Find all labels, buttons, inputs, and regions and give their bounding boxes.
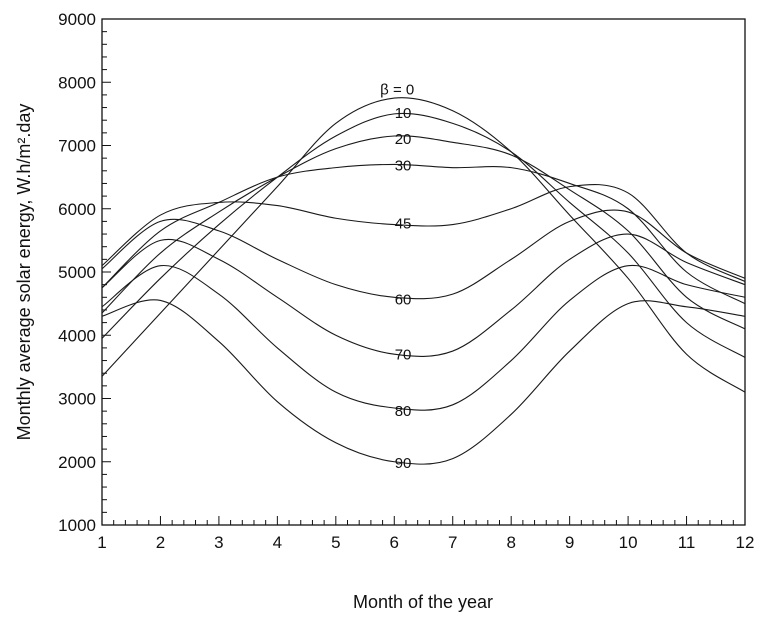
x-axis-title: Month of the year (353, 592, 493, 612)
series-line (101, 163, 746, 305)
series-line (101, 112, 746, 358)
series-label: 70 (395, 347, 412, 364)
y-tick-label: 7000 (58, 137, 96, 156)
y-tick-label: 1000 (58, 516, 96, 535)
x-tick-label: 2 (156, 533, 165, 552)
series-label: 90 (395, 455, 412, 472)
series-label: 30 (395, 157, 412, 174)
series-label: 45 (395, 216, 412, 233)
x-tick-label: 8 (506, 533, 515, 552)
y-tick-label: 9000 (58, 10, 96, 29)
series-labels: β = 0 10 20 30 45 60 70 80 90 (380, 82, 414, 472)
y-tick-label: 4000 (58, 326, 96, 345)
series-line (101, 97, 746, 393)
series-label: 60 (395, 292, 412, 309)
series-label: 80 (395, 403, 412, 420)
axis-ticks (101, 18, 746, 526)
y-tick-label: 8000 (58, 73, 96, 92)
series-line (101, 183, 746, 282)
series-line (101, 135, 746, 330)
series-label: 10 (395, 105, 412, 122)
tick-labels: 1 2 3 4 5 6 7 8 9 10 11 121000200030004000500060007… (58, 10, 754, 552)
x-tick-label: 1 (97, 533, 106, 552)
x-tick-label: 11 (678, 533, 696, 552)
y-axis-title: Monthly average solar energy, W.h/m².day (14, 104, 34, 441)
x-tick-label: 5 (331, 533, 340, 552)
series-label: 20 (395, 131, 412, 148)
series-line (101, 264, 746, 411)
x-tick-label: 10 (619, 533, 638, 552)
x-tick-label: 12 (736, 533, 755, 552)
y-tick-label: 6000 (58, 200, 96, 219)
series-line (101, 209, 746, 300)
series-label: β = 0 (380, 82, 414, 99)
x-tick-label: 6 (390, 533, 399, 552)
x-tick-label: 9 (565, 533, 574, 552)
series-curves (101, 97, 746, 465)
y-tick-label: 3000 (58, 390, 96, 409)
x-tick-label: 3 (214, 533, 223, 552)
x-tick-label: 7 (448, 533, 457, 552)
series-line (101, 299, 746, 465)
series-line (101, 233, 746, 357)
y-tick-label: 2000 (58, 453, 96, 472)
y-tick-label: 5000 (58, 263, 96, 282)
x-tick-label: 4 (273, 533, 282, 552)
